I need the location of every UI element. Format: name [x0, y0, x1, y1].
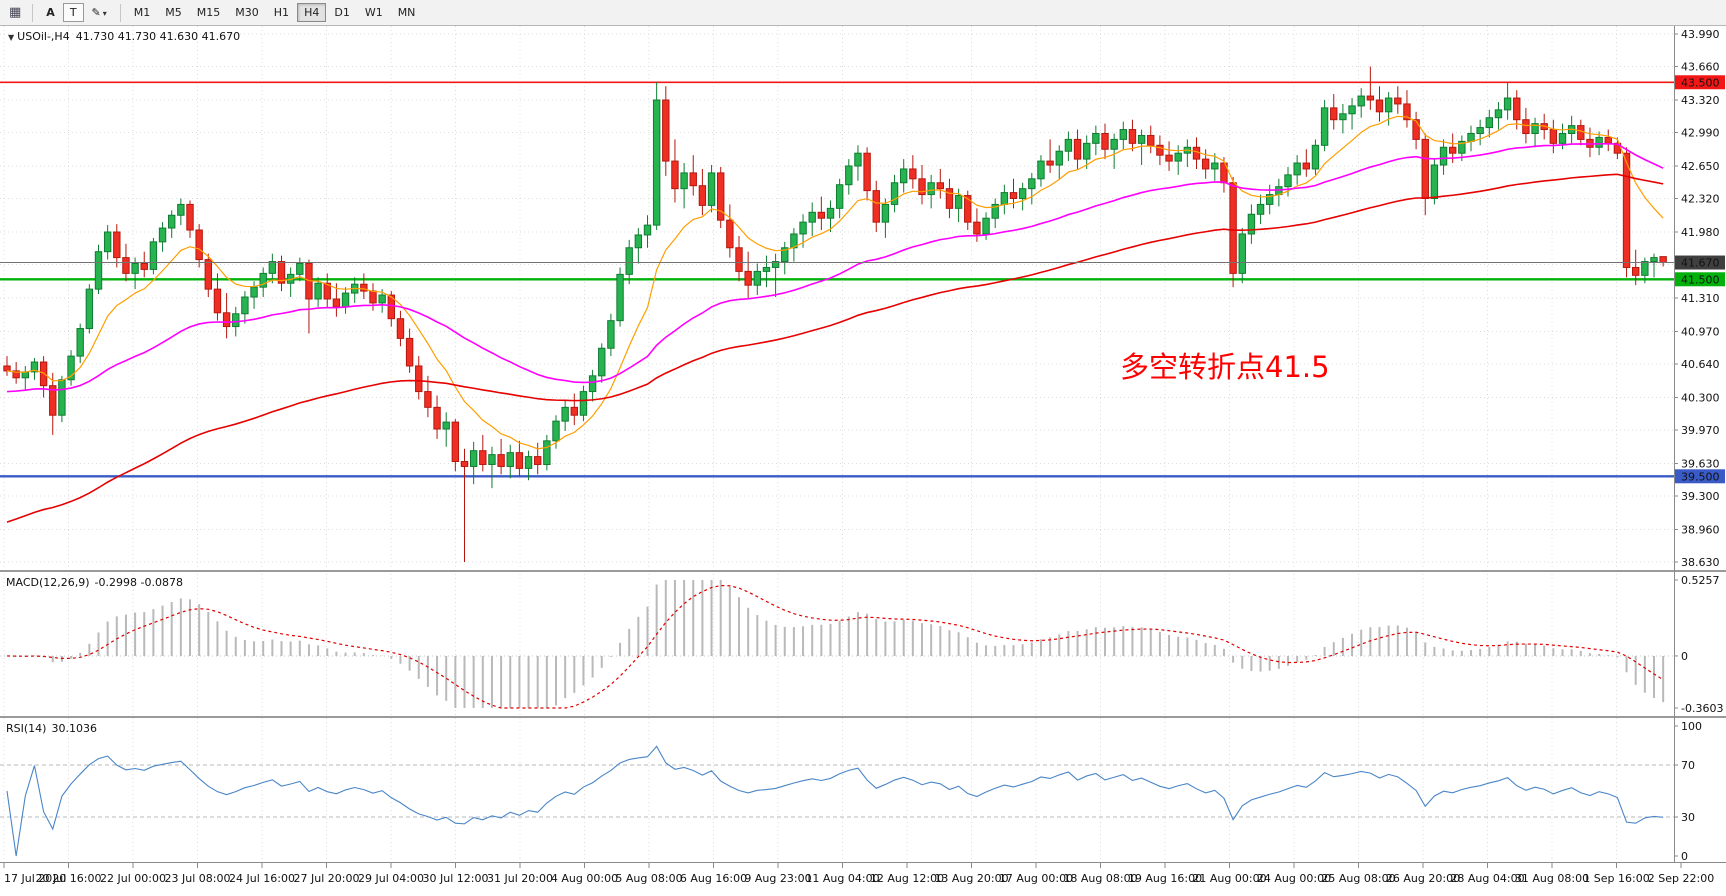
price-badge-43.500 [1675, 75, 1725, 90]
time-tick-label: 17 Aug 00:00 [999, 872, 1073, 885]
timeframe-button-m1[interactable]: M1 [127, 3, 158, 22]
price-tick-label: 38.630 [1681, 556, 1720, 569]
timeframe-button-w1[interactable]: W1 [358, 3, 390, 22]
timeframe-button-h4[interactable]: H4 [297, 2, 327, 23]
rsi-line [6, 745, 1664, 857]
time-tick-label: 12 Aug 12:00 [870, 872, 944, 885]
moving-average-10 [6, 115, 1664, 450]
moving-average-90 [6, 173, 1664, 523]
timeframe-button-mn[interactable]: MN [391, 3, 423, 22]
time-tick-label: 31 Jul 20:00 [487, 872, 553, 885]
price-badge-41.670 [1675, 255, 1725, 270]
time-tick-label: 26 Aug 20:00 [1386, 872, 1460, 885]
price-badge-39.500 [1675, 469, 1725, 484]
candles [3, 66, 1667, 562]
price-tick-label: 41.980 [1681, 226, 1720, 239]
macd-signal-line [6, 584, 1664, 709]
price-tick-label: 42.650 [1681, 160, 1720, 173]
time-tick-label: 23 Jul 08:00 [165, 872, 231, 885]
price-tick-label: 39.300 [1681, 490, 1720, 503]
time-tick-label: 18 Aug 08:00 [1063, 872, 1137, 885]
time-tick-label: 4 Aug 00:00 [551, 872, 618, 885]
timeframe-button-d1[interactable]: D1 [327, 3, 356, 22]
price-badge-label: 43.500 [1681, 76, 1720, 89]
time-tick-label: 5 Aug 08:00 [615, 872, 682, 885]
time-tick-label: 9 Aug 23:00 [744, 872, 811, 885]
pencil-icon: ✎ [91, 5, 101, 19]
time-tick-label: 20 Jul 16:00 [36, 872, 102, 885]
macd-tick-label: 0 [1681, 650, 1688, 663]
timeframe-button-m5[interactable]: M5 [158, 3, 189, 22]
chart-canvas[interactable]: 43.990 43.660 43.320 42.990 42.650 42.320 41.9… [0, 26, 1726, 896]
time-tick-label: 27 Jul 20:00 [294, 872, 360, 885]
timeframe-button-m30[interactable]: M30 [228, 3, 266, 22]
toolbar-separator [119, 3, 121, 22]
price-tick-label: 43.990 [1681, 28, 1720, 41]
chart-window[interactable]: 43.990 43.660 43.320 42.990 42.650 42.320 41.9… [0, 26, 1726, 896]
rsi-tick-label: 30 [1681, 811, 1695, 824]
toolbar-separator [32, 3, 34, 22]
time-tick-label: 31 Aug 08:00 [1515, 872, 1589, 885]
macd-axis[interactable]: 0.5257 0 -0.3603 [1674, 574, 1723, 715]
time-tick-label: 2 Sep 22:00 [1648, 872, 1714, 885]
timeframe-button-h1[interactable]: H1 [267, 3, 296, 22]
timeframe-button-m15[interactable]: M15 [190, 3, 228, 22]
rsi-axis[interactable]: 100 70 30 0 [1674, 720, 1702, 863]
time-tick-label: 22 Jul 00:00 [100, 872, 166, 885]
time-tick-label: 19 Aug 16:00 [1128, 872, 1202, 885]
macd-tick-label: -0.3603 [1681, 702, 1723, 715]
rsi-tick-label: 0 [1681, 850, 1688, 863]
rsi-tick-label: 70 [1681, 759, 1695, 772]
time-tick-label: 1 Sep 16:00 [1583, 872, 1649, 885]
price-badge-label: 39.500 [1681, 470, 1720, 483]
price-tick-label: 39.970 [1681, 424, 1720, 437]
time-tick-label: 25 Aug 08:00 [1321, 872, 1395, 885]
macd-histogram [15, 580, 1665, 708]
price-tick-label: 38.960 [1681, 523, 1720, 536]
price-tick-label: 42.320 [1681, 193, 1720, 206]
price-badge-label: 41.500 [1681, 273, 1720, 286]
main-toolbar: ▦ A T ✎ ▾ M1 M5 M15 M30 H1 H4 D1 W1 MN [0, 0, 1726, 26]
price-axis[interactable]: 43.990 43.660 43.320 42.990 42.650 42.320 41.9… [1674, 28, 1725, 569]
rsi-tick-label: 100 [1681, 720, 1702, 733]
price-badge-label: 41.670 [1681, 257, 1720, 270]
charts-grid-icon[interactable]: ▦ [9, 5, 22, 20]
chevron-down-icon: ▾ [102, 8, 107, 18]
cursor-tool-button[interactable]: A [39, 3, 62, 22]
text-tool-button[interactable]: T [62, 2, 84, 23]
macd-tick-label: 0.5257 [1681, 574, 1720, 587]
time-tick-label: 28 Aug 04:00 [1450, 872, 1524, 885]
price-tick-label: 41.310 [1681, 292, 1720, 305]
time-tick-label: 11 Aug 04:00 [805, 872, 879, 885]
price-tick-label: 39.630 [1681, 457, 1720, 470]
price-tick-label: 40.300 [1681, 391, 1720, 404]
price-badge-41.500 [1675, 272, 1725, 287]
price-tick-label: 42.990 [1681, 127, 1720, 140]
time-tick-label: 21 Aug 00:00 [1192, 872, 1266, 885]
draw-tools-dropdown-button[interactable]: ✎ ▾ [85, 3, 114, 22]
time-tick-label: 29 Jul 04:00 [358, 872, 424, 885]
price-tick-label: 43.660 [1681, 61, 1720, 74]
time-tick-label: 17 Jul 2020 [4, 872, 66, 885]
time-tick-label: 24 Jul 16:00 [229, 872, 295, 885]
moving-average-45 [6, 142, 1664, 393]
time-tick-label: 6 Aug 16:00 [680, 872, 747, 885]
vertical-grid [3, 26, 1617, 862]
time-tick-label: 30 Jul 12:00 [423, 872, 489, 885]
price-tick-label: 43.320 [1681, 94, 1720, 107]
time-tick-label: 13 Aug 20:00 [934, 872, 1008, 885]
time-tick-label: 24 Aug 00:00 [1257, 872, 1331, 885]
price-tick-label: 40.640 [1681, 358, 1720, 371]
price-tick-label: 40.970 [1681, 325, 1720, 338]
